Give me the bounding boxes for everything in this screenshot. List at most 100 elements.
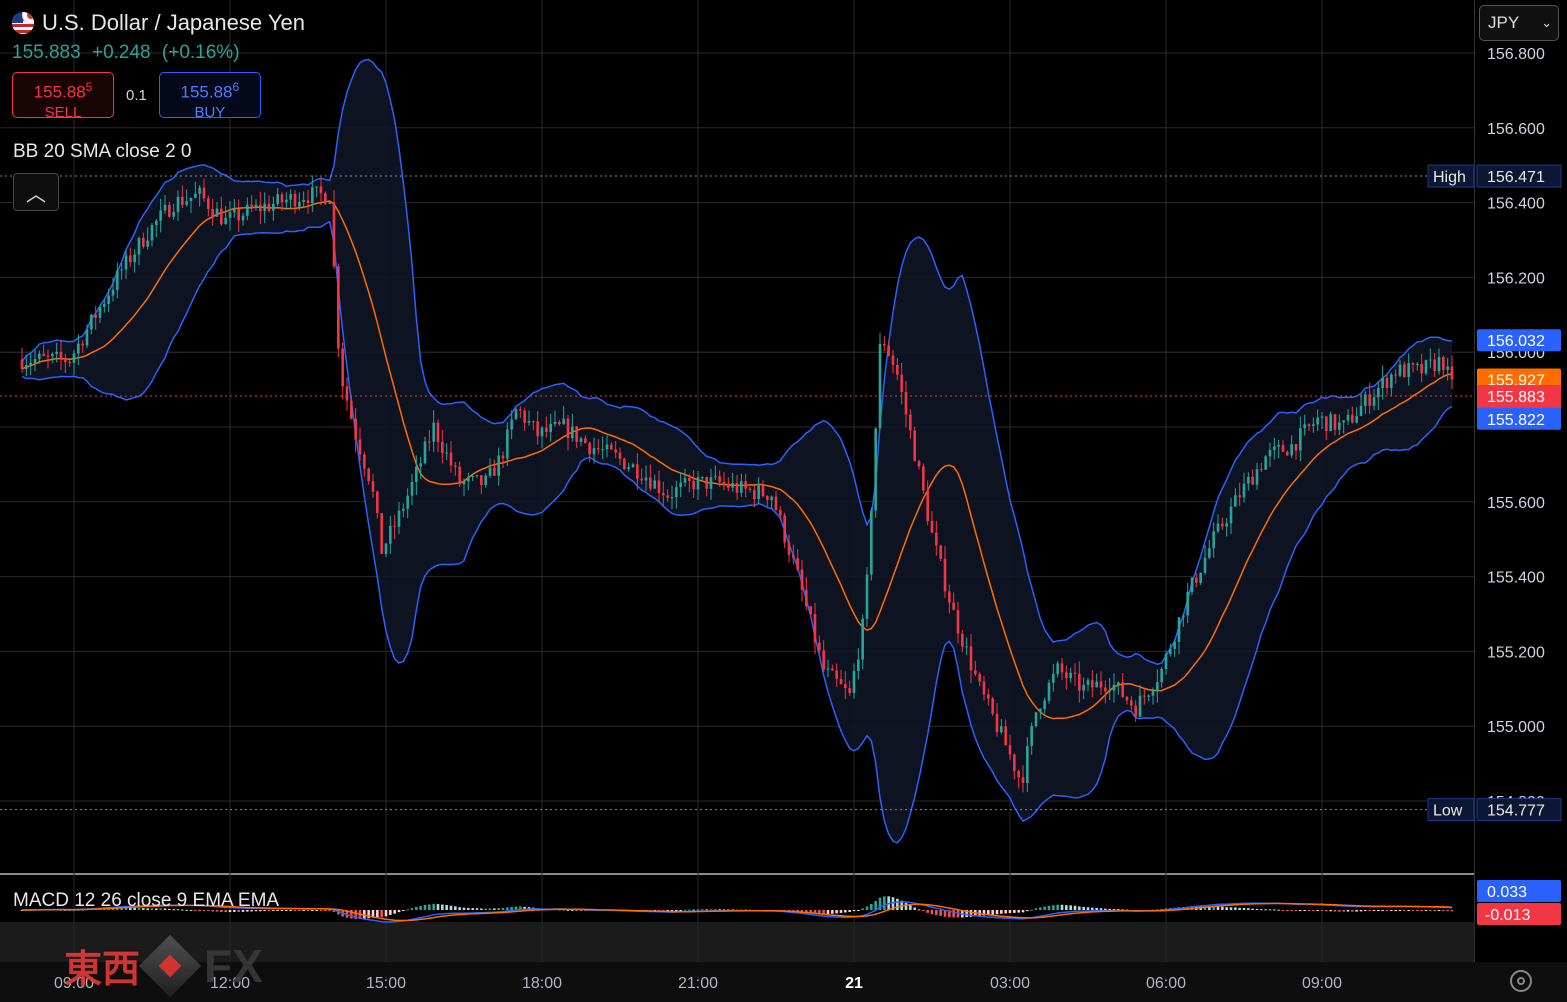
chevron-down-icon: ⌄ bbox=[1541, 15, 1552, 30]
buy-button[interactable]: 155.886 BUY bbox=[158, 72, 261, 121]
candle-body bbox=[20, 359, 24, 370]
macd-histogram-bar bbox=[289, 910, 292, 911]
candle-body bbox=[436, 422, 440, 442]
macd-histogram-bar bbox=[345, 910, 349, 918]
macd-histogram-bar bbox=[935, 910, 938, 916]
candle-body bbox=[1294, 444, 1298, 451]
candle-body bbox=[735, 483, 739, 493]
candle-body bbox=[111, 289, 115, 296]
macd-histogram-bar bbox=[1342, 910, 1345, 912]
candle-body bbox=[1238, 495, 1241, 498]
sell-button[interactable]: 155.885 SELL bbox=[12, 72, 114, 121]
macd-histogram-bar bbox=[688, 909, 691, 911]
macd-histogram-bar bbox=[917, 909, 921, 911]
candle-body bbox=[696, 477, 700, 490]
candle-body bbox=[917, 461, 921, 467]
collapse-legend-button[interactable]: ︿ bbox=[13, 173, 59, 211]
candle-body bbox=[813, 614, 817, 643]
macd-histogram-bar bbox=[1034, 908, 1038, 910]
macd-histogram-bar bbox=[250, 910, 253, 912]
candle-body bbox=[1169, 648, 1172, 654]
macd-histogram-bar bbox=[523, 906, 526, 910]
candle-body bbox=[367, 468, 370, 482]
macd-histogram-bar bbox=[423, 905, 427, 910]
candle-body bbox=[705, 476, 708, 489]
candle-body bbox=[1299, 428, 1302, 451]
macd-histogram-bar bbox=[696, 909, 700, 911]
candle-body bbox=[389, 525, 392, 544]
time-tick-label: 12:00 bbox=[210, 975, 250, 992]
candle-body bbox=[497, 455, 500, 476]
candle-body bbox=[241, 215, 245, 221]
macd-histogram-bar bbox=[354, 910, 357, 919]
candle-body bbox=[623, 458, 626, 469]
candle-body bbox=[1234, 495, 1237, 507]
candle-body bbox=[965, 646, 968, 648]
macd-histogram-bar bbox=[1238, 907, 1241, 910]
macd-histogram-bar bbox=[267, 910, 271, 912]
candle-body bbox=[1273, 446, 1276, 450]
macd-histogram-bar bbox=[1411, 910, 1415, 911]
macd-histogram-bar bbox=[1433, 910, 1436, 911]
candle-body bbox=[1095, 681, 1098, 688]
candle-body bbox=[120, 269, 123, 271]
macd-histogram-bar bbox=[129, 907, 132, 910]
candle-body bbox=[835, 670, 838, 679]
macd-histogram-bar bbox=[241, 910, 245, 912]
candle-body bbox=[1333, 414, 1337, 430]
candle-body bbox=[1065, 672, 1068, 679]
candle-body bbox=[883, 343, 886, 346]
macd-histogram-bar bbox=[376, 910, 379, 918]
candle-body bbox=[1117, 682, 1120, 685]
macd-histogram-bar bbox=[926, 910, 929, 913]
macd-histogram-bar bbox=[1437, 910, 1441, 911]
candle-body bbox=[774, 496, 778, 510]
candle-body bbox=[1329, 414, 1332, 432]
macd-histogram-bar bbox=[389, 910, 392, 915]
macd-histogram-bar bbox=[1000, 910, 1003, 914]
candle-body bbox=[441, 441, 444, 454]
macd-histogram-bar bbox=[1398, 910, 1402, 911]
candle-body bbox=[1121, 682, 1124, 697]
order-quantity[interactable]: 0.1 bbox=[126, 86, 147, 104]
symbol-header: U.S. Dollar / Japanese Yen 155.883 +0.24… bbox=[12, 10, 305, 121]
macd-legend[interactable]: MACD 12 26 close 9 EMA EMA bbox=[13, 890, 280, 911]
macd-histogram-bar bbox=[865, 906, 869, 910]
macd-histogram-bar bbox=[891, 897, 895, 910]
macd-histogram-bar bbox=[1069, 905, 1072, 910]
candle-body bbox=[1303, 424, 1306, 429]
sell-price-pip: 5 bbox=[85, 80, 93, 94]
candle-body bbox=[168, 204, 171, 217]
time-tick-label: 15:00 bbox=[366, 975, 406, 992]
candle-body bbox=[328, 202, 331, 204]
candle-body bbox=[926, 490, 929, 521]
macd-histogram-bar bbox=[467, 907, 470, 910]
candle-body bbox=[1026, 745, 1029, 783]
candle-body bbox=[315, 186, 318, 188]
candle-body bbox=[852, 670, 856, 693]
candle-body bbox=[376, 491, 379, 514]
candle-body bbox=[796, 558, 799, 570]
macd-histogram-bar bbox=[1277, 909, 1280, 911]
macd-histogram-bar bbox=[493, 908, 496, 910]
macd-histogram-bar bbox=[150, 908, 154, 910]
candle-body bbox=[458, 466, 461, 485]
extreme-label-text: Low bbox=[1433, 803, 1463, 820]
candle-body bbox=[1351, 415, 1354, 423]
bollinger-legend[interactable]: BB 20 SMA close 2 0 bbox=[13, 141, 192, 162]
candle-body bbox=[81, 343, 84, 346]
candle-body bbox=[1160, 668, 1163, 683]
macd-histogram-bar bbox=[1290, 910, 1293, 911]
candle-body bbox=[276, 194, 279, 204]
candle-body bbox=[1134, 705, 1137, 717]
settings-gear-icon[interactable] bbox=[1510, 970, 1532, 992]
currency-value: JPY bbox=[1488, 13, 1520, 32]
macd-histogram-bar bbox=[224, 910, 227, 913]
candle-body bbox=[337, 266, 340, 349]
currency-select[interactable]: JPY ⌄ bbox=[1479, 5, 1559, 41]
candle-body bbox=[467, 477, 470, 482]
candle-body bbox=[406, 495, 409, 509]
candle-body bbox=[250, 204, 253, 208]
macd-histogram-bar bbox=[72, 909, 76, 911]
